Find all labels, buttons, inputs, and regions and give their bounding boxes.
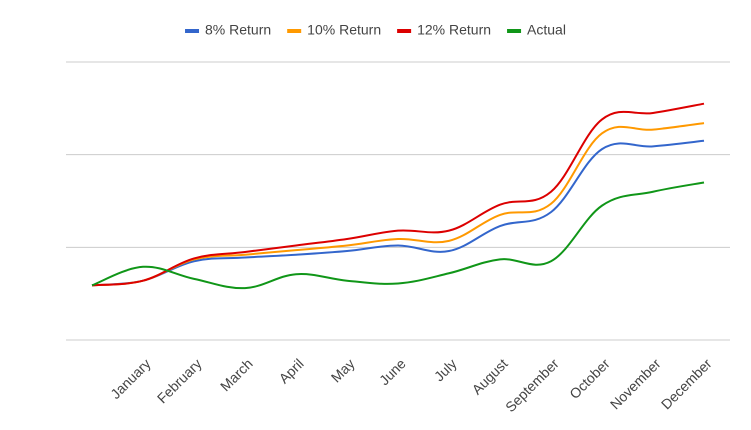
x-tick-label: July <box>431 355 460 384</box>
legend-label: 10% Return <box>307 22 381 38</box>
x-tick-label: April <box>276 355 307 386</box>
legend-label: Actual <box>527 22 566 38</box>
x-tick-label: December <box>658 355 715 412</box>
x-tick-label: February <box>154 355 205 406</box>
x-tick-label: March <box>217 355 256 394</box>
x-tick-label: September <box>502 355 562 415</box>
x-tick-label: August <box>469 355 511 397</box>
series-line <box>91 102 705 287</box>
legend-label: 12% Return <box>417 22 491 38</box>
x-tick-label: June <box>376 355 409 388</box>
legend-label: 8% Return <box>205 22 271 38</box>
x-tick-label: May <box>328 355 358 385</box>
series-line <box>91 122 705 287</box>
x-tick-label: October <box>566 355 613 402</box>
series-line <box>91 181 705 290</box>
x-tick-label: January <box>107 355 154 402</box>
series-line <box>91 139 705 287</box>
x-tick-label: November <box>607 355 664 412</box>
